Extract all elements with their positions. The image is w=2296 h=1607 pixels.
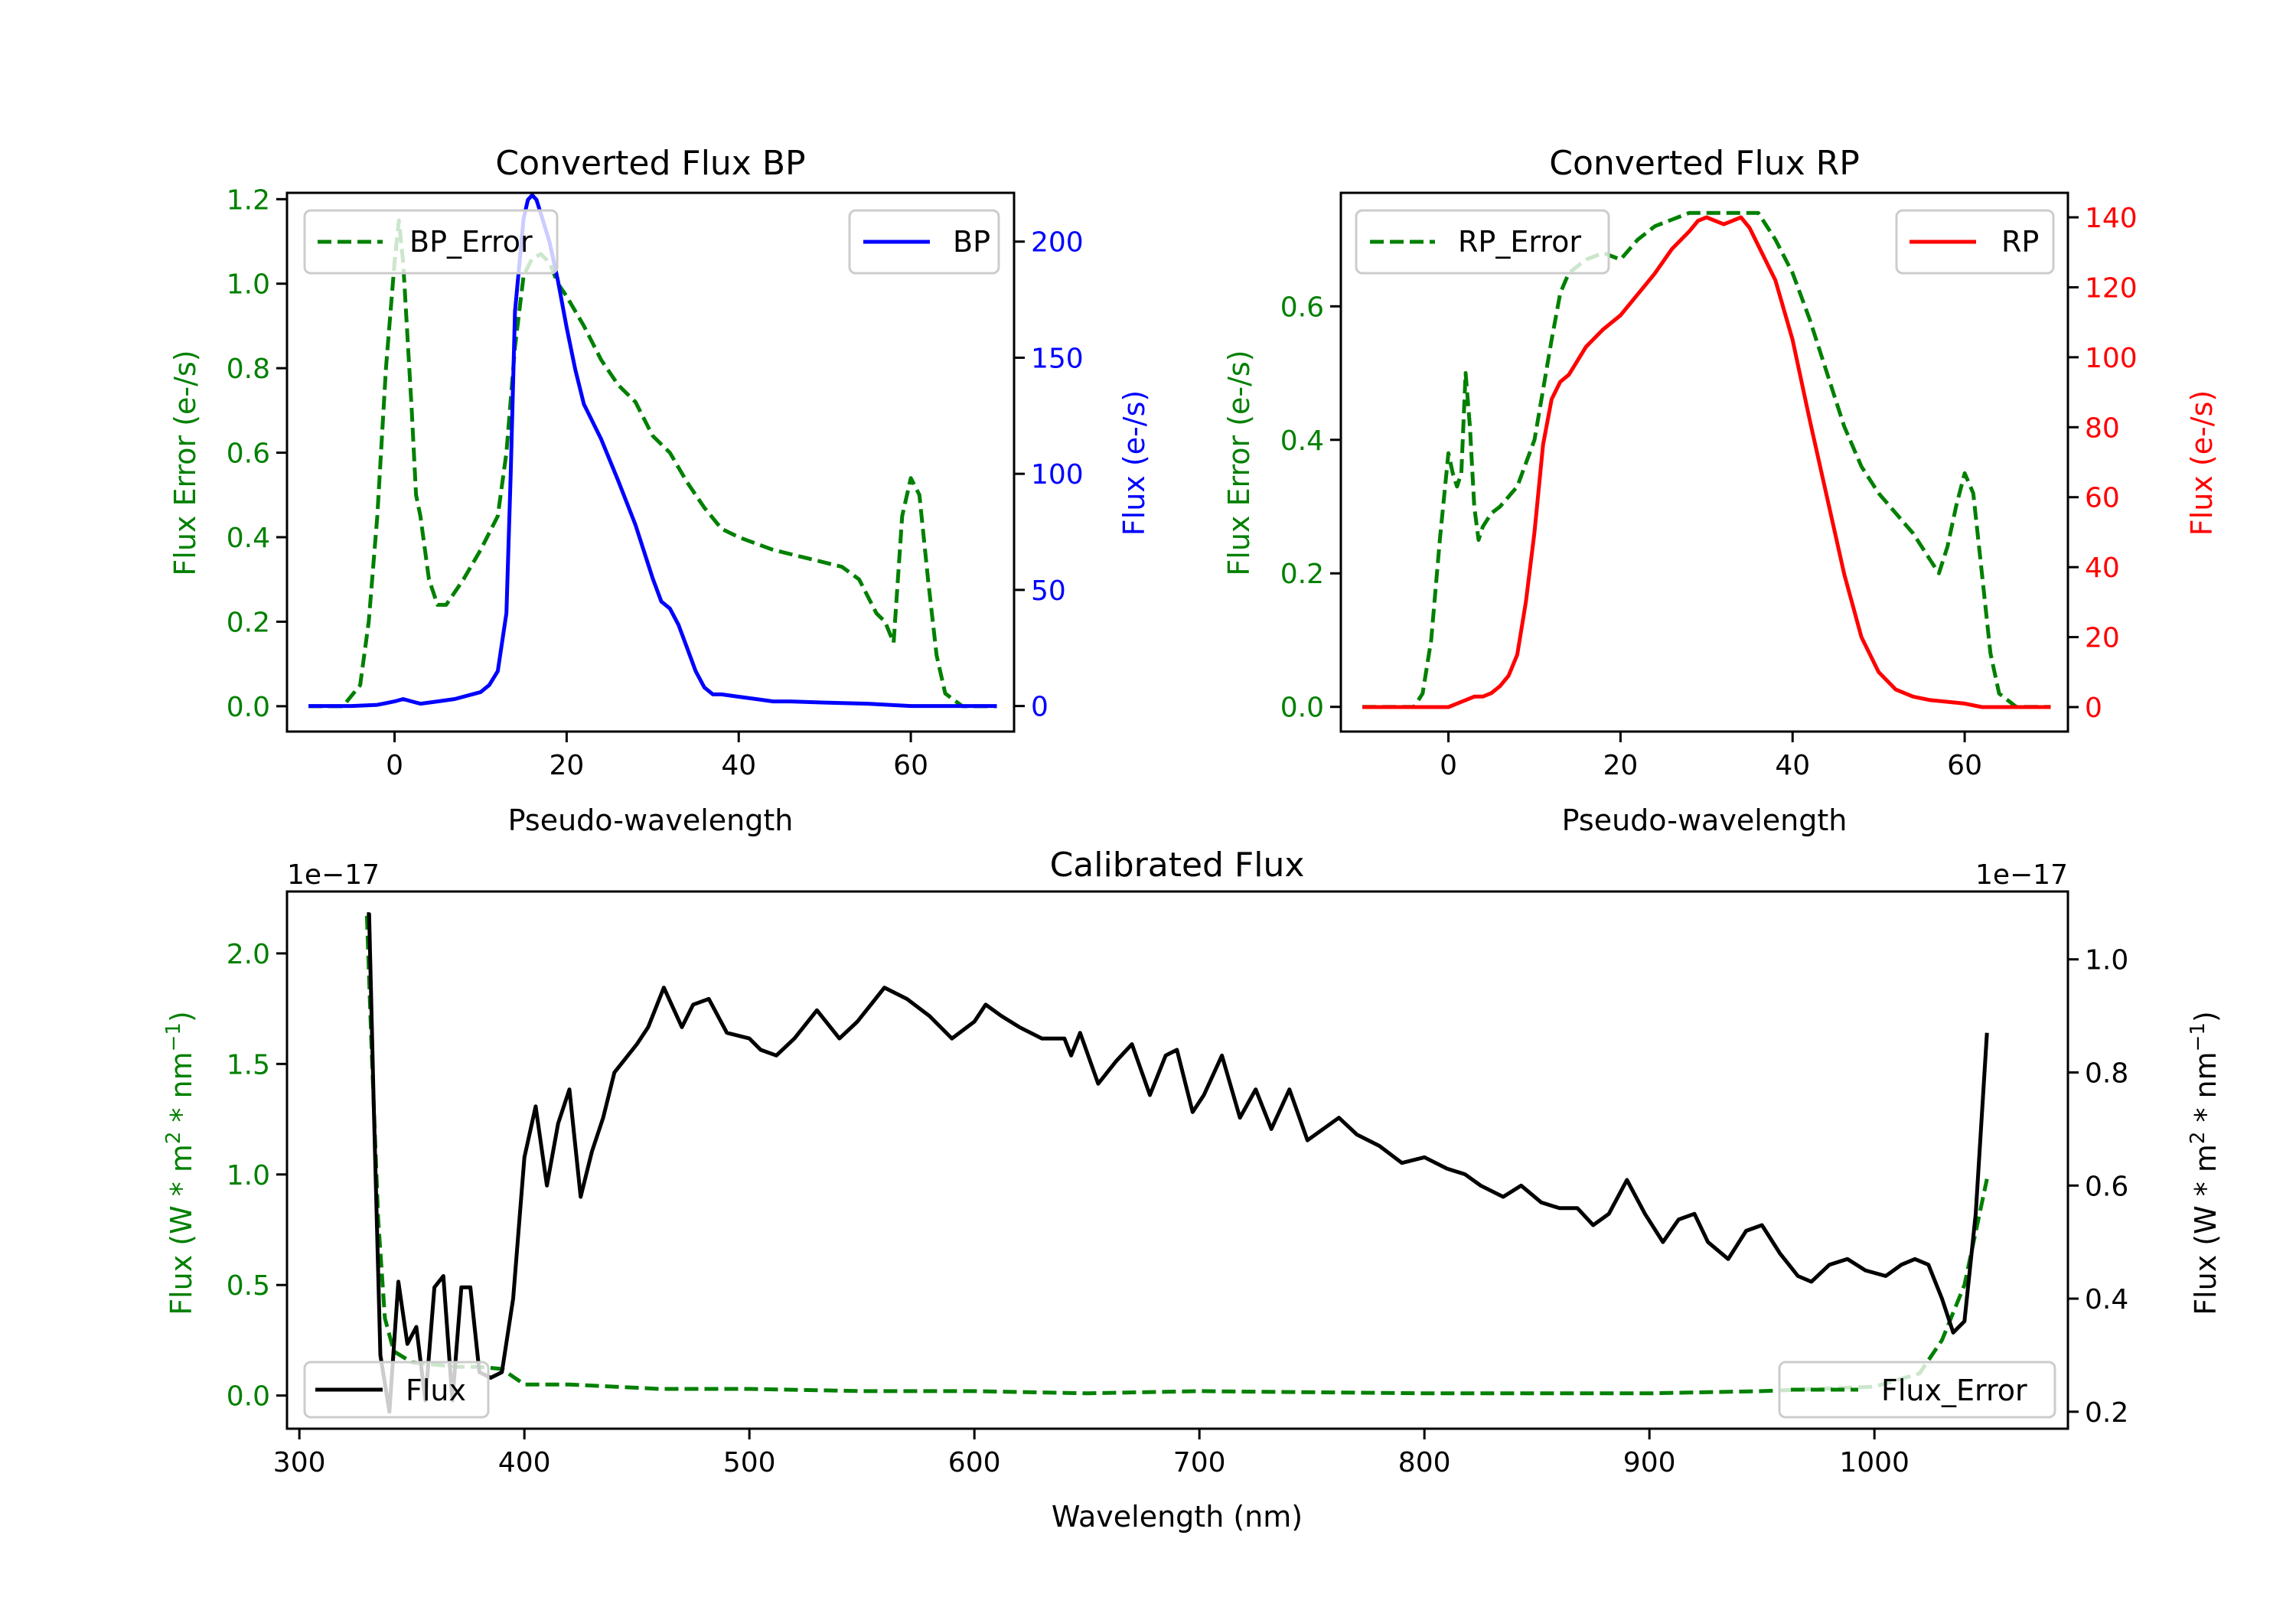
y-left-tick-label: 0.0 (227, 1381, 270, 1413)
y-left-tick-label: 1.0 (227, 1160, 270, 1191)
rp-legend-error-box (1355, 209, 1610, 275)
rp-legend-flux: RP (1895, 209, 2055, 275)
x-tick-label: 1000 (1839, 1447, 1910, 1478)
y-right-tick-label: 40 (2085, 553, 2120, 584)
y-left-tick-label: 0.0 (1280, 693, 1324, 724)
x-tick-label: 0 (1440, 750, 1457, 781)
x-tick-label: 60 (1947, 750, 1982, 781)
y-right-tick-label: 140 (2085, 203, 2138, 234)
bp-ticks: 0 20 40 60 0.0 0.2 0.4 0.6 0.8 1.0 1.2 0 50 100 150 200 (227, 184, 1084, 781)
y-right-tick-label: 60 (2085, 483, 2120, 514)
calibrated-legend-flux-box (303, 1361, 490, 1419)
series-line-rp-error (1362, 210, 2051, 709)
bp-ylabel-right: Flux (e-/s) (1117, 390, 1151, 536)
calibrated-ylabel-left: Flux (W * m2 * nm−1) (162, 1011, 198, 1315)
y-right-tick-label: 0.2 (2085, 1397, 2128, 1429)
y-left-tick-label: 0.4 (1280, 425, 1324, 457)
panel-bp: Converted Flux BP 0 20 40 60 0.0 0.2 0.4 0.6 0.8… (168, 144, 1151, 837)
y-right-tick-label: 0.6 (2085, 1171, 2128, 1202)
x-tick-label: 20 (549, 750, 584, 781)
bp-plot-area (308, 193, 997, 709)
rp-legend-error: RP_Error (1355, 209, 1610, 275)
series-line-flux (367, 912, 1989, 1414)
y-right-tick-label: 80 (2085, 412, 2120, 444)
rp-title: Converted Flux RP (1549, 144, 1860, 183)
y-left-tick-label: 0.6 (1280, 292, 1324, 323)
x-tick-label: 300 (273, 1447, 326, 1478)
calibrated-offset-right: 1e−17 (1975, 859, 2068, 891)
y-right-tick-label: 50 (1031, 575, 1066, 607)
y-left-tick-label: 0.2 (1280, 559, 1324, 590)
bp-title: Converted Flux BP (495, 144, 805, 183)
calibrated-axes-frame (285, 890, 2069, 1430)
rp-legend-flux-label: RP (2001, 225, 2039, 259)
bp-legend-error-label: BP_Error (409, 225, 533, 259)
rp-axes-frame (1339, 191, 2069, 733)
bp-axes-frame (285, 191, 1016, 733)
calibrated-ylabel-right: Flux (W * m2 * nm−1) (2187, 1011, 2223, 1315)
series-line-flux-error (364, 915, 1989, 1396)
calibrated-offset-left: 1e−17 (287, 859, 380, 891)
bp-xlabel: Pseudo-wavelength (508, 804, 794, 837)
y-left-tick-label: 0.4 (227, 523, 270, 554)
calibrated-legend-error-box (1778, 1361, 2056, 1419)
bp-ylabel-left: Flux Error (e-/s) (168, 350, 202, 575)
x-tick-label: 600 (948, 1447, 1001, 1478)
calibrated-plot-area (364, 912, 1989, 1414)
x-tick-label: 400 (498, 1447, 551, 1478)
y-left-tick-label: 0.2 (227, 607, 270, 638)
rp-ylabel-left: Flux Error (e-/s) (1222, 350, 1256, 575)
x-tick-label: 40 (1775, 750, 1810, 781)
y-left-tick-label: 0.6 (227, 438, 270, 470)
y-right-tick-label: 0.4 (2085, 1284, 2128, 1315)
bp-legend-flux: BP (848, 209, 1000, 275)
x-tick-label: 0 (386, 750, 403, 781)
calibrated-legend-flux: Flux (303, 1361, 490, 1419)
x-tick-label: 900 (1623, 1447, 1676, 1478)
y-right-tick-label: 200 (1031, 227, 1084, 259)
calibrated-legend-error-label: Flux_Error (1881, 1374, 2027, 1407)
y-right-tick-label: 150 (1031, 343, 1084, 374)
x-tick-label: 800 (1398, 1447, 1451, 1478)
rp-ticks: 0 20 40 60 0.0 0.2 0.4 0.6 0 20 40 60 80 100 120 140 (1280, 203, 2138, 781)
calibrated-legend-flux-label: Flux (406, 1374, 466, 1407)
panel-rp: Converted Flux RP 0 20 40 60 0.0 0.2 0.4 0.6 0 20… (1222, 144, 2219, 837)
y-left-tick-label: 0.8 (227, 354, 270, 385)
y-left-tick-label: 2.0 (227, 939, 270, 970)
x-tick-label: 500 (723, 1447, 776, 1478)
bp-legend-error-box (303, 209, 559, 275)
y-right-tick-label: 20 (2085, 623, 2120, 654)
rp-xlabel: Pseudo-wavelength (1562, 804, 1848, 837)
y-right-tick-label: 100 (2085, 343, 2138, 374)
calibrated-xlabel: Wavelength (nm) (1052, 1500, 1303, 1534)
series-line-bp-error (308, 218, 997, 709)
y-right-tick-label: 120 (2085, 272, 2138, 304)
x-tick-label: 40 (721, 750, 756, 781)
y-right-tick-label: 0 (1031, 692, 1049, 723)
series-line-rp (1362, 215, 2051, 709)
y-right-tick-label: 0.8 (2085, 1058, 2128, 1089)
y-left-tick-label: 1.5 (227, 1049, 270, 1081)
series-line-bp (308, 193, 997, 709)
calibrated-legend-error: Flux_Error (1778, 1361, 2056, 1419)
y-right-tick-label: 100 (1031, 459, 1084, 491)
bp-legend-flux-label: BP (953, 225, 990, 259)
x-tick-label: 60 (893, 750, 928, 781)
rp-ylabel-right: Flux (e-/s) (2185, 390, 2219, 536)
x-tick-label: 20 (1603, 750, 1638, 781)
y-right-tick-label: 1.0 (2085, 945, 2128, 976)
y-right-tick-label: 0 (2085, 693, 2102, 724)
rp-legend-error-label: RP_Error (1458, 225, 1581, 259)
y-left-tick-label: 1.0 (227, 269, 270, 301)
x-tick-label: 700 (1173, 1447, 1226, 1478)
y-left-tick-label: 0.5 (227, 1270, 270, 1302)
y-left-tick-label: 0.0 (227, 692, 270, 723)
rp-plot-area (1362, 210, 2051, 709)
calibrated-ticks: 300 400 500 600 700 800 900 1000 0.0 0.5 1.0 1.5 2.0… (227, 939, 2129, 1478)
y-left-tick-label: 1.2 (227, 184, 270, 216)
bp-legend-error: BP_Error (303, 209, 559, 275)
panel-calibrated: Calibrated Flux 1e−17 1e−17 300 400 500 600… (162, 846, 2223, 1534)
calibrated-title: Calibrated Flux (1050, 846, 1305, 885)
